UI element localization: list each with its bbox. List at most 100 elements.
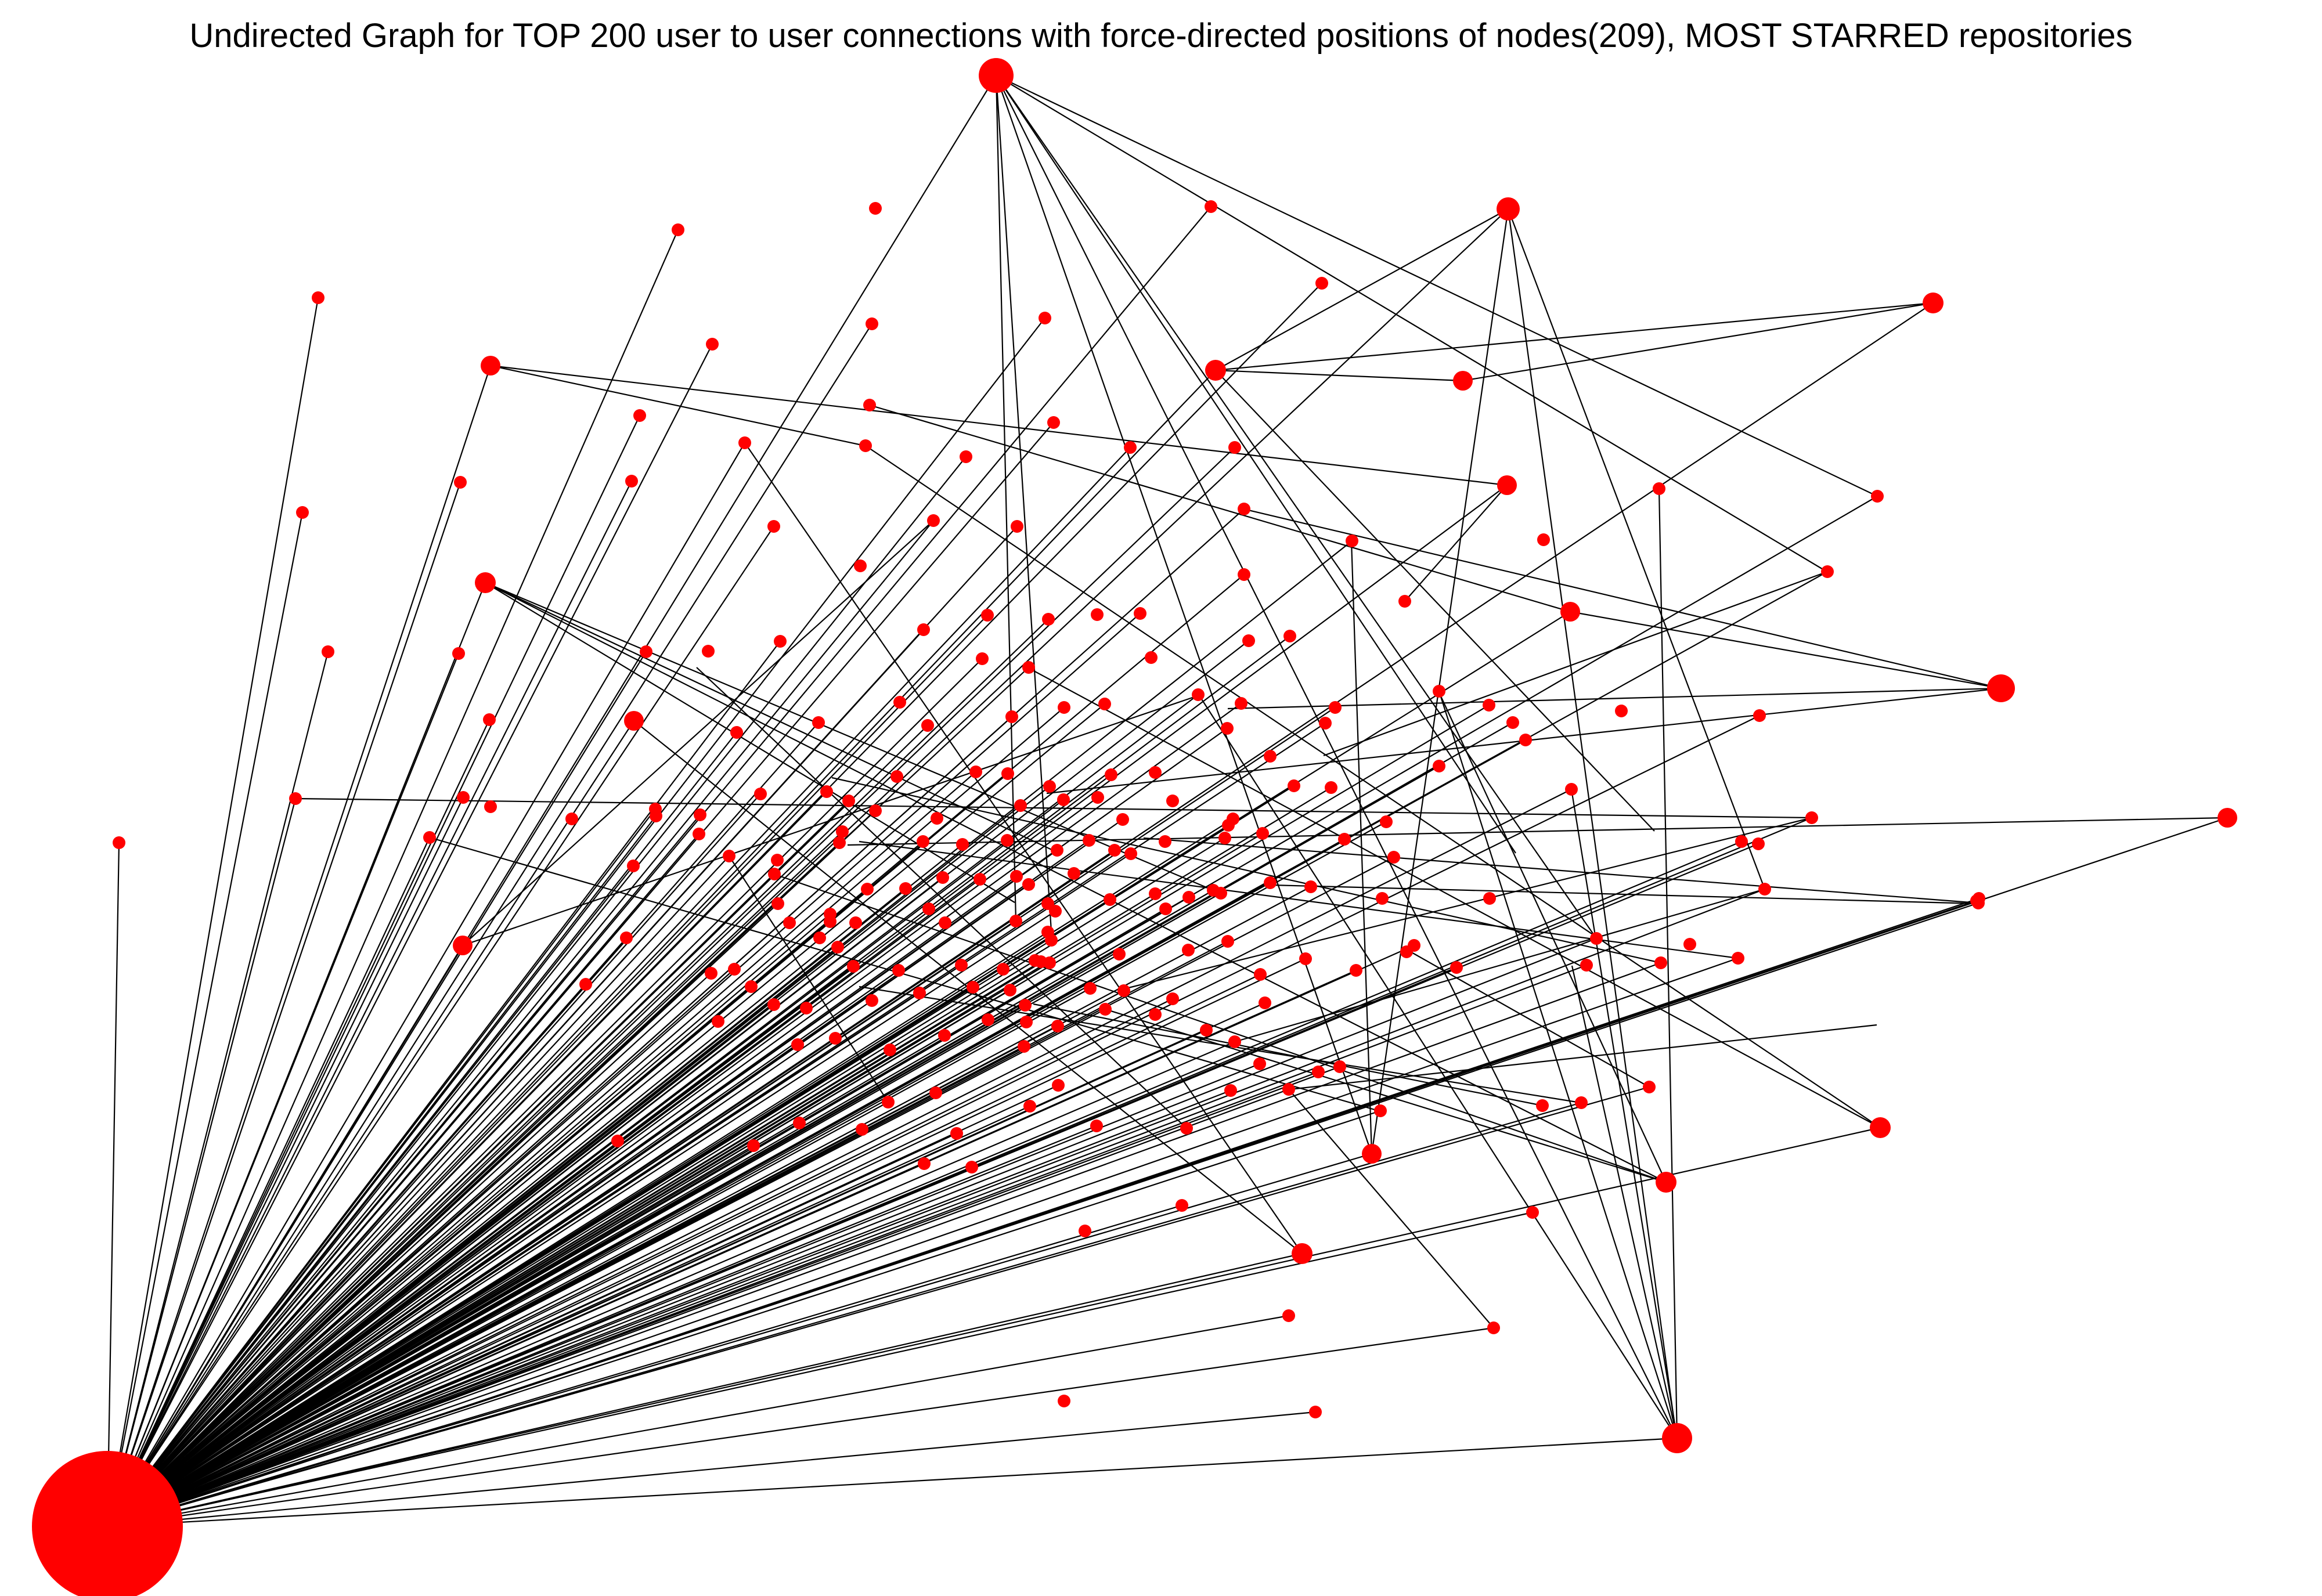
graph-node [1010,870,1023,883]
graph-edge [107,876,1017,1527]
graph-node-large [481,356,500,375]
graph-edge [107,1211,1533,1528]
graph-edge [107,913,831,1527]
graph-node [1134,607,1146,620]
graph-edge [1215,370,1655,832]
graph-edge [107,1005,1026,1527]
graph-edge [1404,485,1508,602]
graph-edge [831,777,1661,964]
graph-node [1149,766,1162,779]
graph-node [611,1135,624,1147]
graph-node [1283,630,1296,642]
graph-node [1433,685,1445,698]
graph-node [1023,1100,1036,1113]
graph-node [620,931,633,944]
graph-edge [107,1066,1340,1528]
graph-edge [107,793,761,1527]
graph-edge [107,481,632,1527]
graph-edge [107,323,872,1527]
graph-node [1091,608,1104,621]
graph-node [1575,1096,1588,1109]
graph-edge [107,1004,774,1527]
graph-edge [107,931,1048,1527]
graph-node [1200,1024,1213,1037]
graph-node [457,791,470,804]
graph-node [1683,938,1696,951]
graph-node-large [1923,293,1944,313]
graph-edge [107,1044,798,1527]
graph-node [1098,698,1111,710]
graph-node [800,1002,813,1014]
graph-edge [107,992,920,1527]
graph-edge [107,890,1214,1527]
graph-node [1149,887,1162,900]
graph-node [824,915,837,928]
graph-edge [107,817,2228,1528]
graph-edge [295,797,1812,819]
graph-node [1304,880,1317,893]
graph-node [936,871,949,884]
graph-node [1159,902,1172,915]
graph-node [1051,844,1063,857]
graph-edge [996,75,1516,854]
graph-edge [107,1411,1316,1528]
graph-edge [107,947,838,1527]
graph-edge [847,817,2228,846]
graph-node [1159,835,1171,848]
graph-node [1221,722,1234,735]
graph-node [1124,847,1137,860]
graph-node [1227,813,1239,825]
graph-node [454,476,467,489]
graph-edge [107,791,827,1527]
graph-edge [106,482,461,1527]
graph-edge [107,1125,1097,1528]
graph-node-large [624,711,644,731]
graph-node [1259,996,1271,1009]
graph-edge [107,882,1271,1527]
graph-node [892,964,905,977]
graph-edge [107,833,700,1527]
graph-edge [107,415,640,1527]
graph-node [694,808,706,821]
graph-edge [995,75,1017,922]
graph-node [1090,1120,1103,1132]
graph-edge [1126,817,1812,990]
graph-node [882,1096,895,1108]
graph-node [1643,1081,1656,1093]
graph-edge [107,886,1311,1527]
graph-edge [107,442,745,1527]
graph-edge [107,984,586,1527]
graph-node [1970,894,1983,907]
graph-node [1124,441,1137,454]
graph-edge [485,582,1015,903]
graph-edge [107,814,701,1527]
graph-edge [107,370,1216,1527]
graph-node [820,785,833,798]
graph-edge [107,1315,1289,1528]
graph-edge [1438,691,1667,1183]
graph-node [965,1161,978,1173]
graph-edge [865,445,1881,1128]
graph-edge [107,658,983,1527]
graph-node [842,795,855,807]
graph-node [1565,783,1578,796]
graph-edge [106,297,319,1527]
graph-edge [107,1162,925,1528]
graph-node [1506,716,1519,729]
graph-edge [1507,208,1678,1439]
graph-node [918,1157,931,1170]
graph-node [1058,701,1070,714]
graph-edge [1410,951,1650,1088]
graph-node [1253,1057,1266,1070]
graph-node [859,439,872,452]
graph-node [1312,1066,1325,1078]
graph-edge [859,985,1581,1104]
graph-edge [1571,965,1678,1439]
graph-node [831,941,844,954]
graph-node [452,647,465,660]
graph-edge [1143,837,1979,904]
graph-edge [106,365,492,1527]
graph-node [899,882,912,895]
graph-node [913,987,926,999]
graph-node-large [1497,197,1520,221]
